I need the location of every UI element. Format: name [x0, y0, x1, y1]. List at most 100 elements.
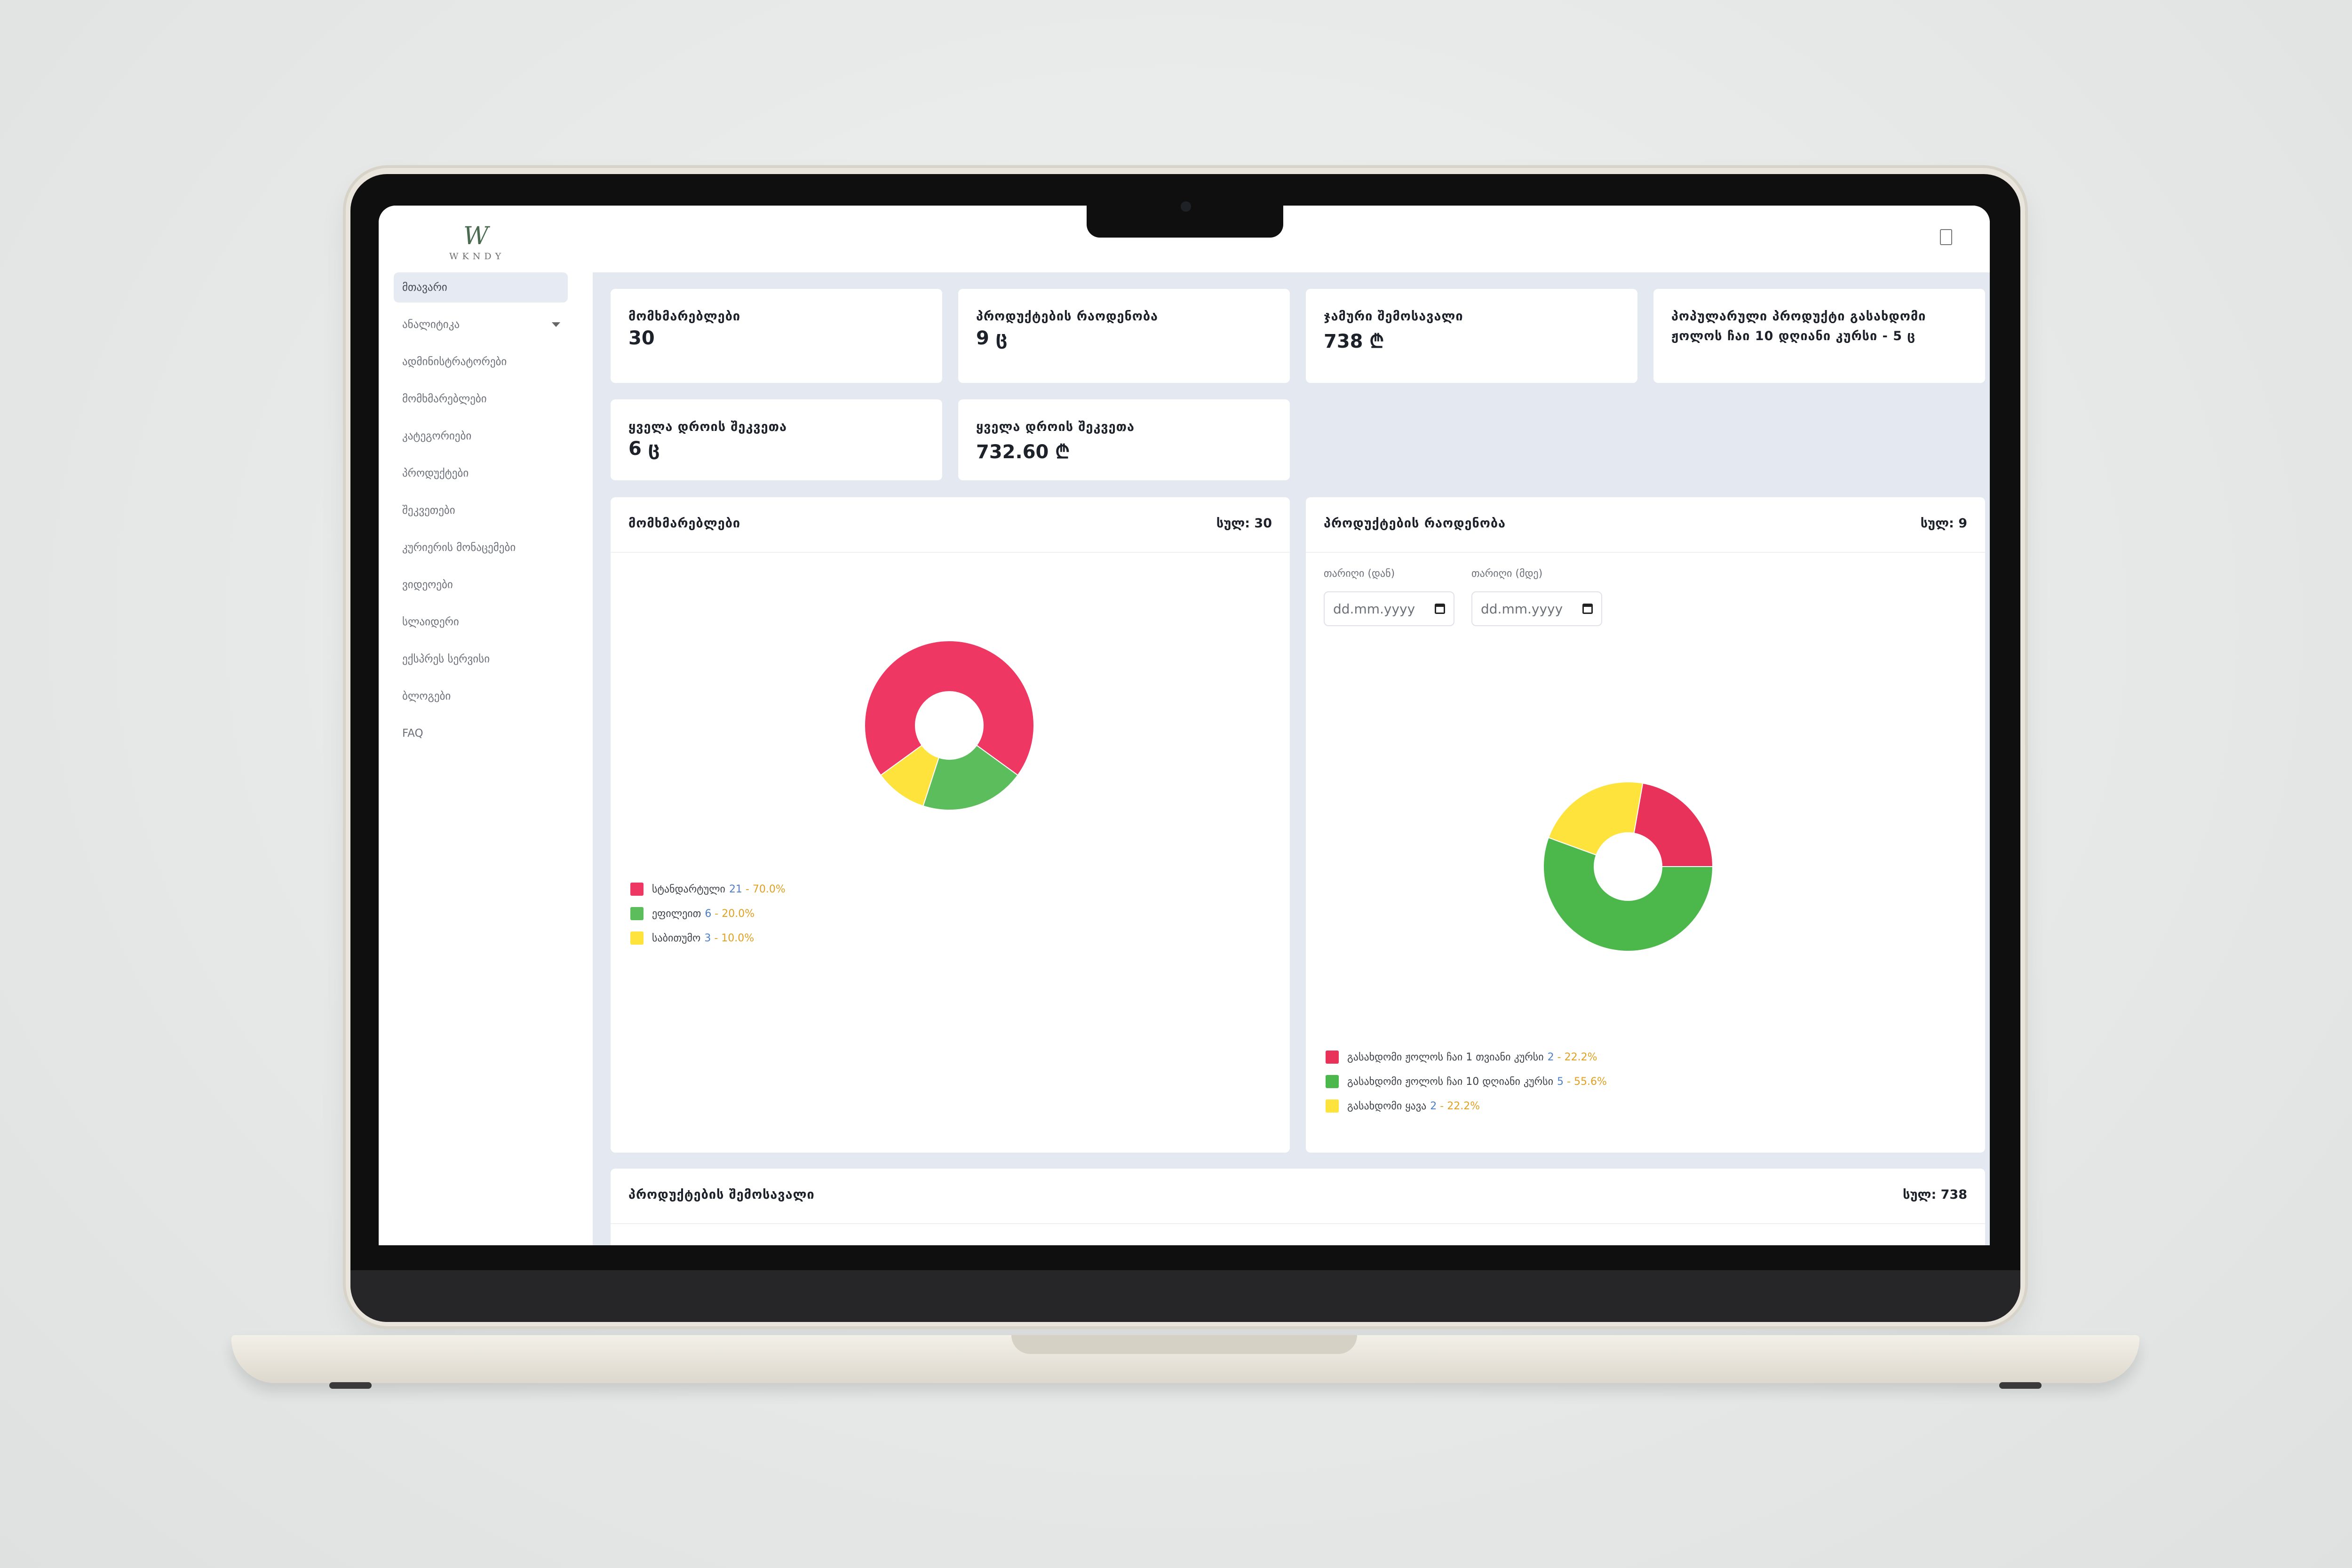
- panel-total: სულ: 30: [1216, 516, 1272, 531]
- sidebar-item-home[interactable]: მთავარი: [394, 272, 568, 302]
- legend-item[interactable]: გასახდომი ჟოლოს ჩაი 10 დღიანი კურსი 5 - …: [1326, 1073, 1607, 1090]
- sidebar-item-faq[interactable]: FAQ: [394, 718, 568, 748]
- date-placeholder: dd.mm.yyyy: [1481, 601, 1563, 617]
- sidebar-item-label: ვიდეოები: [402, 579, 453, 591]
- stat-value: 9 ც: [976, 327, 1008, 349]
- calendar-icon[interactable]: [1582, 604, 1593, 614]
- sidebar-item-label: კატეგორიები: [402, 430, 472, 442]
- legend-label: ეფილეით: [652, 907, 701, 920]
- stat-value: 6 ც: [628, 438, 660, 460]
- products-donut-chart: [1543, 781, 1714, 952]
- legend-label: გასახდომი ჟოლოს ჩაი 10 დღიანი კურსი: [1347, 1075, 1554, 1088]
- users-donut-chart: [864, 640, 1034, 811]
- main-content: მომხმარებლები 30 პროდუქტების რაოდენობა 9…: [593, 272, 1990, 1245]
- legend-percent: 20.0%: [722, 907, 755, 920]
- stat-value: 30: [628, 327, 655, 349]
- sidebar-item-blogs[interactable]: ბლოგები: [394, 681, 568, 711]
- legend-item[interactable]: ეფილეით 6 - 20.0%: [630, 905, 755, 922]
- legend-label: საბითუმო: [652, 932, 701, 944]
- legend-item[interactable]: გასახდომი ყავა 2 - 22.2%: [1326, 1098, 1480, 1114]
- legend-separator: -: [711, 907, 722, 920]
- stat-card-total-revenue: ჯამური შემოსავალი 738 ₾: [1306, 289, 1637, 383]
- legend-swatch: [630, 931, 644, 945]
- sidebar-item-label: შეკვეთები: [402, 504, 455, 517]
- sidebar-item-express-service[interactable]: ექსპრეს სერვისი: [394, 644, 568, 674]
- legend-swatch: [1326, 1099, 1339, 1113]
- legend-count: 5: [1557, 1075, 1564, 1088]
- sidebar-item-slider[interactable]: სლაიდერი: [394, 607, 568, 637]
- panel-title: მომხმარებლები: [628, 516, 741, 531]
- legend-separator: -: [711, 932, 722, 944]
- legend-separator: -: [1554, 1051, 1565, 1063]
- legend-separator: -: [1564, 1075, 1574, 1088]
- laptop-foot: [329, 1382, 372, 1389]
- panel-header: პროდუქტების შემოსავალი სულ: 738: [611, 1169, 1985, 1224]
- date-to-label: თარიღი (მდე): [1471, 568, 1543, 580]
- sidebar-item-videos[interactable]: ვიდეოები: [394, 570, 568, 600]
- brand-logo[interactable]: W WKNDY: [449, 222, 510, 264]
- date-to-input[interactable]: dd.mm.yyyy: [1471, 591, 1602, 626]
- donut-slice[interactable]: [1543, 837, 1714, 952]
- sidebar-item-courier-data[interactable]: კურიერის მონაცემები: [394, 533, 568, 563]
- legend-item[interactable]: სტანდარტული 21 - 70.0%: [630, 881, 786, 898]
- sidebar: მთავარი ანალიტიკა ადმინისტრატორები მომხმ…: [379, 272, 593, 1245]
- stat-value: 738 ₾: [1324, 331, 1384, 352]
- stat-title: მომხმარებლები: [628, 309, 741, 324]
- users-chart-panel: მომხმარებლები სულ: 30 სტანდარტული 21 - 7…: [611, 497, 1290, 1153]
- legend-percent: 70.0%: [752, 883, 786, 895]
- legend-separator: -: [1437, 1100, 1447, 1112]
- stat-card-all-orders-count: ყველა დროის შეკვეთა 6 ც: [611, 399, 942, 480]
- legend-percent: 22.2%: [1564, 1051, 1597, 1063]
- legend-count: 3: [704, 932, 711, 944]
- stat-title: ჯამური შემოსავალი: [1324, 309, 1463, 324]
- donut-slice[interactable]: [880, 744, 940, 807]
- panel-title: პროდუქტების შემოსავალი: [628, 1187, 815, 1202]
- legend-count: 2: [1430, 1100, 1437, 1112]
- donut-slice[interactable]: [1633, 782, 1714, 867]
- sidebar-item-categories[interactable]: კატეგორიები: [394, 421, 568, 451]
- sidebar-item-label: ექსპრეს სერვისი: [402, 653, 490, 665]
- sidebar-item-label: კურიერის მონაცემები: [402, 541, 516, 554]
- date-from-label: თარიღი (დან): [1324, 568, 1395, 580]
- legend-percent: 10.0%: [721, 932, 755, 944]
- legend-swatch: [630, 907, 644, 920]
- stat-card-all-orders-amount: ყველა დროის შეკვეთა 732.60 ₾: [958, 399, 1290, 480]
- legend-swatch: [630, 883, 644, 896]
- products-chart-panel: პროდუქტების რაოდენობა სულ: 9 თარიღი (დან…: [1306, 497, 1985, 1153]
- stat-value: 732.60 ₾: [976, 441, 1070, 463]
- stat-title: პოპულარული პროდუქტი გასახდომი ჟოლოს ჩაი …: [1671, 309, 1926, 343]
- donut-slice[interactable]: [864, 640, 1034, 776]
- legend-percent: 55.6%: [1573, 1075, 1607, 1088]
- laptop-chin: [350, 1270, 2020, 1322]
- chevron-down-icon: [552, 322, 560, 327]
- legend-item[interactable]: გასახდომი ჟოლოს ჩაი 1 თვიანი კურსი 2 - 2…: [1326, 1049, 1597, 1066]
- legend-label: გასახდომი ყავა: [1347, 1100, 1427, 1112]
- camera-icon: [1181, 201, 1191, 212]
- sidebar-item-analytics[interactable]: ანალიტიკა: [394, 310, 568, 340]
- legend-label: სტანდარტული: [652, 883, 725, 895]
- stat-title: პროდუქტების რაოდენობა: [976, 309, 1159, 324]
- stat-title: ყველა დროის შეკვეთა: [976, 420, 1135, 434]
- donut-slice[interactable]: [922, 744, 1019, 811]
- stat-card-product-count: პროდუქტების რაოდენობა 9 ც: [958, 289, 1290, 383]
- screen: W WKNDY მთავარი ანალიტიკა ადმინისტრატორე…: [379, 206, 1990, 1245]
- legend-item[interactable]: საბითუმო 3 - 10.0%: [630, 930, 754, 947]
- notification-icon[interactable]: [1940, 229, 1952, 245]
- calendar-icon[interactable]: [1435, 604, 1445, 614]
- laptop-opening-notch: [1011, 1335, 1357, 1354]
- panel-header: მომხმარებლები სულ: 30: [611, 497, 1290, 553]
- sidebar-item-products[interactable]: პროდუქტები: [394, 458, 568, 488]
- legend-count: 2: [1547, 1051, 1554, 1063]
- sidebar-item-users[interactable]: მომხმარებლები: [394, 384, 568, 414]
- donut-slice[interactable]: [1548, 781, 1644, 856]
- legend-swatch: [1326, 1075, 1339, 1088]
- legend-count: 21: [729, 883, 742, 895]
- sidebar-item-admins[interactable]: ადმინისტრატორები: [394, 347, 568, 377]
- legend-swatch: [1326, 1051, 1339, 1064]
- panel-total: სულ: 9: [1920, 516, 1967, 531]
- sidebar-item-orders[interactable]: შეკვეთები: [394, 495, 568, 525]
- panel-header: პროდუქტების რაოდენობა სულ: 9: [1306, 497, 1985, 553]
- legend-label: გასახდომი ჟოლოს ჩაი 1 თვიანი კურსი: [1347, 1051, 1544, 1063]
- date-from-input[interactable]: dd.mm.yyyy: [1324, 591, 1454, 626]
- legend-separator: -: [742, 883, 753, 895]
